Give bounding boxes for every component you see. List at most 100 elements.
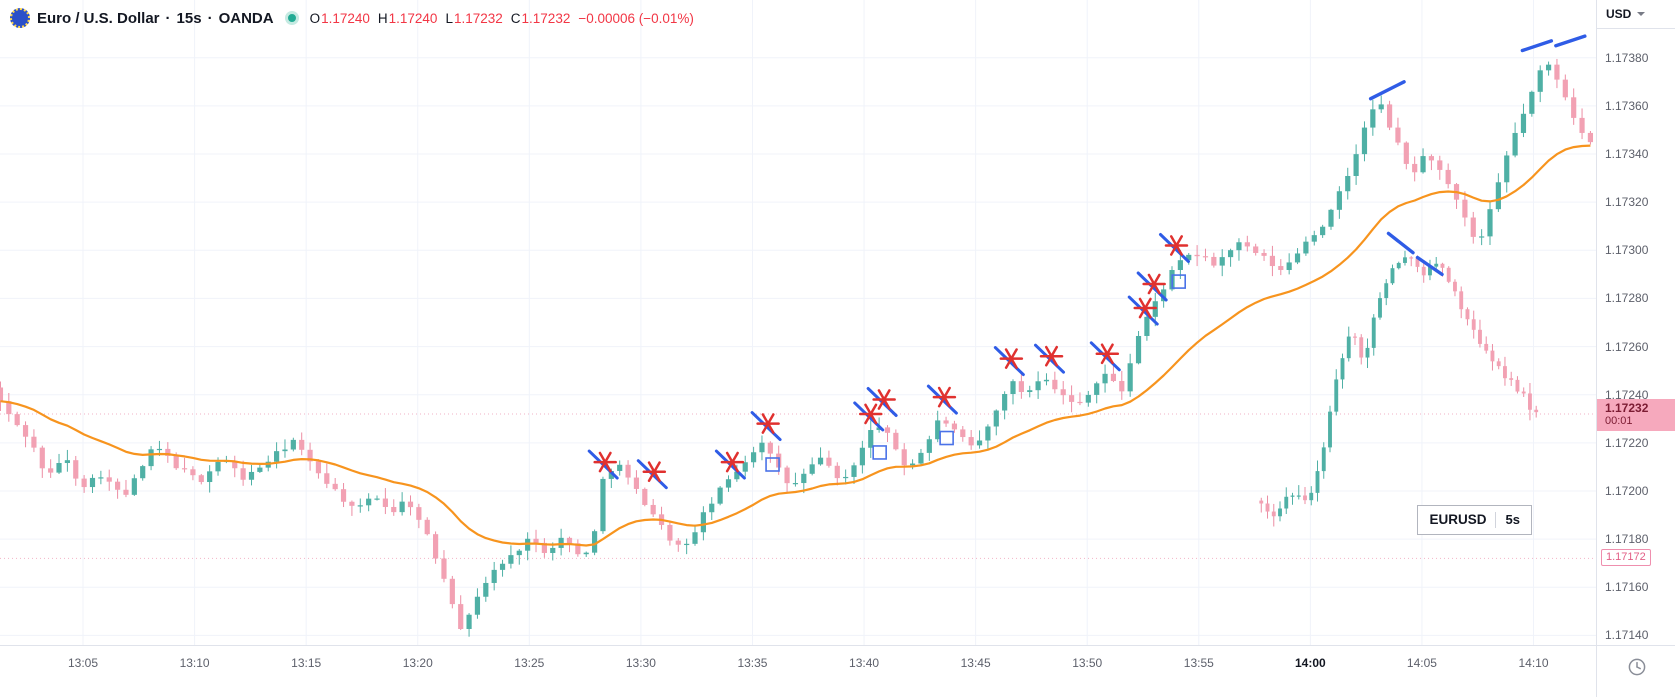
symbol-legend: Euro / U.S. Dollar · 15s · OANDA O 1.1724… [10,8,694,28]
ma-line[interactable] [0,144,1591,547]
candle [1478,329,1482,344]
candle [1487,209,1493,237]
trend-line-segment[interactable] [1520,39,1554,53]
clock-icon[interactable] [1627,657,1647,677]
candle [792,483,799,485]
chart-plot-area[interactable]: Euro / U.S. Dollar · 15s · OANDA O 1.1724… [0,0,1596,645]
candle [424,519,430,535]
currency-selector[interactable]: USD [1597,0,1675,29]
current-price-value: 1.17232 [1605,400,1649,415]
candle [1110,373,1117,381]
candle [1345,175,1351,192]
grid-lines [0,0,1596,645]
square-marker[interactable] [939,430,954,446]
candle [1371,317,1376,348]
overlay-symbol[interactable]: EURUSD [1429,512,1487,528]
trend-line-segment[interactable] [1415,255,1444,277]
candle [14,414,20,426]
candle [834,465,840,479]
symbol-title[interactable]: Euro / U.S. Dollar [37,9,160,27]
candle [1479,236,1485,238]
candle [1490,350,1495,362]
candle [366,498,372,506]
overlay-interval[interactable]: 5s [1505,512,1520,528]
candle [1253,246,1259,253]
high-value: 1.17240 [388,10,438,26]
asterisk-marker[interactable] [1089,341,1121,372]
candle [483,582,489,597]
candles-overlay-5s[interactable] [1259,250,1539,527]
candle [1278,266,1284,270]
candle [1271,511,1276,517]
candle [1186,254,1192,261]
candle [391,506,397,513]
candle [976,440,983,446]
candle [1236,242,1242,251]
candle [1194,254,1200,257]
overlay-series-label[interactable]: EURUSD 5s [1417,504,1532,535]
candle [1284,496,1289,509]
timeframe-label[interactable]: 15s [176,9,202,27]
asterisk-marker[interactable] [993,346,1025,377]
candle [960,429,966,438]
asterisk-marker[interactable] [1034,343,1066,374]
candle [1052,379,1058,390]
candle [1353,154,1359,176]
candle [1521,391,1526,394]
exchange-label[interactable]: OANDA [218,9,274,27]
candle [1495,182,1501,210]
asterisk-marker[interactable] [1127,295,1159,326]
candle [1334,379,1339,412]
price-tick-label: 1.17340 [1605,147,1649,162]
candle [106,477,112,482]
candle [1562,79,1568,98]
candle [1386,104,1393,128]
asterisk-marker[interactable] [714,449,746,480]
asterisk-marker[interactable] [866,387,898,418]
candle [399,501,405,513]
asterisk-marker[interactable] [750,411,782,442]
market-status-indicator-icon[interactable] [284,11,299,25]
candle [893,432,899,450]
candle [416,507,422,520]
square-marker[interactable] [1171,274,1187,289]
candle [1346,336,1351,359]
open-label: O [309,10,321,26]
legend-separator: · [207,9,213,27]
candle [1409,257,1414,259]
candle [918,452,924,464]
asterisk-marker[interactable] [1158,232,1190,263]
trend-line-segment[interactable] [1368,80,1406,101]
candle [508,555,514,564]
asterisk-marker[interactable] [926,384,958,415]
candle [1336,191,1342,210]
price-chart-canvas[interactable] [0,0,1596,645]
price-tick-label: 1.17280 [1605,291,1649,306]
asterisk-marker[interactable] [587,449,619,480]
asterisk-marker[interactable] [853,401,885,432]
square-marker[interactable] [872,445,887,460]
candle [717,487,723,504]
price-tick-label: 1.17200 [1605,483,1649,498]
candle [1328,209,1334,227]
candle [73,460,79,479]
time-tick-label: 13:25 [514,656,545,670]
candle [684,543,690,546]
trend-line-segment[interactable] [1386,231,1415,255]
candle [868,430,874,448]
candle [1294,253,1301,263]
candle [89,477,96,488]
asterisk-marker[interactable] [636,459,668,490]
candle [725,479,732,488]
price-tick-label: 1.17180 [1605,532,1649,547]
asterisk-marker[interactable] [1136,271,1168,302]
square-marker[interactable] [765,457,780,472]
price-axis[interactable]: USD 1.17232 00:01 1.17172 1.17380 1.17360… [1596,0,1675,645]
candle [968,437,974,446]
time-axis[interactable]: 13:05 13:10 13:15 13:20 13:25 13:30 13:35 13:40… [0,645,1596,697]
trend-line-segment[interactable] [1554,34,1587,48]
candle [801,473,807,484]
candle [1286,262,1292,270]
candle [1227,250,1234,258]
candles-main-15s[interactable] [0,58,1594,637]
